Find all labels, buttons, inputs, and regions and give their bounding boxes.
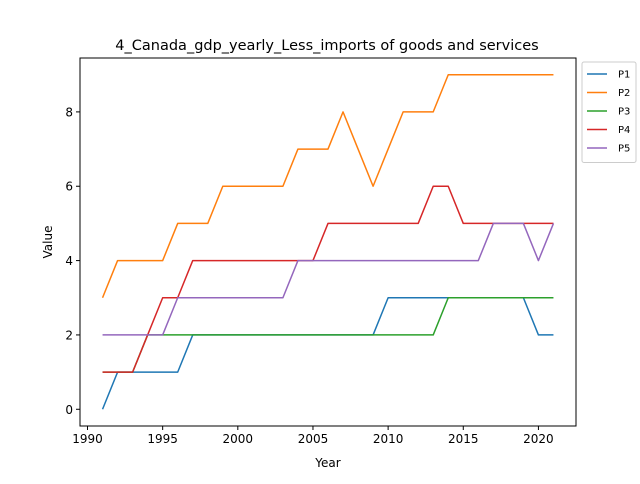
- x-tick-label: 2015: [448, 432, 479, 446]
- y-tick-label: 6: [65, 180, 73, 194]
- legend-label-p3: P3: [618, 107, 630, 118]
- x-axis-label: Year: [314, 456, 340, 470]
- x-tick-label: 2000: [223, 432, 254, 446]
- legend-box: [581, 61, 637, 163]
- legend-label-p5: P5: [618, 144, 630, 155]
- y-tick-label: 4: [65, 254, 73, 268]
- plot-frame: [79, 57, 577, 427]
- y-axis-label: Value: [41, 226, 55, 259]
- legend: P1 P2 P3 P4 P5: [581, 61, 637, 163]
- legend-label-p2: P2: [618, 88, 630, 99]
- x-tick-label: 1995: [147, 432, 178, 446]
- x-tick-label: 1990: [72, 432, 103, 446]
- y-tick-label: 2: [65, 328, 73, 342]
- y-tick-label: 0: [65, 403, 73, 417]
- series-line-p4: [102, 185, 554, 373]
- series-lines: [101, 73, 555, 410]
- series-line-p3: [102, 297, 554, 373]
- x-tick-label: 2010: [373, 432, 404, 446]
- series-line-p2: [101, 73, 554, 299]
- series-line-p5: [102, 222, 555, 336]
- legend-label-p1: P1: [618, 70, 630, 81]
- x-axis-ticks: 1990 1995 2000 2005 2010 2015 2020: [72, 426, 554, 446]
- legend-label-p4: P4: [618, 125, 630, 136]
- chart-title: 4_Canada_gdp_yearly_Less_imports of good…: [115, 38, 538, 54]
- x-tick-label: 2005: [298, 432, 329, 446]
- y-axis-ticks: 0 2 4 6 8: [65, 105, 80, 417]
- y-tick-label: 8: [65, 105, 73, 119]
- x-tick-label: 2020: [523, 432, 554, 446]
